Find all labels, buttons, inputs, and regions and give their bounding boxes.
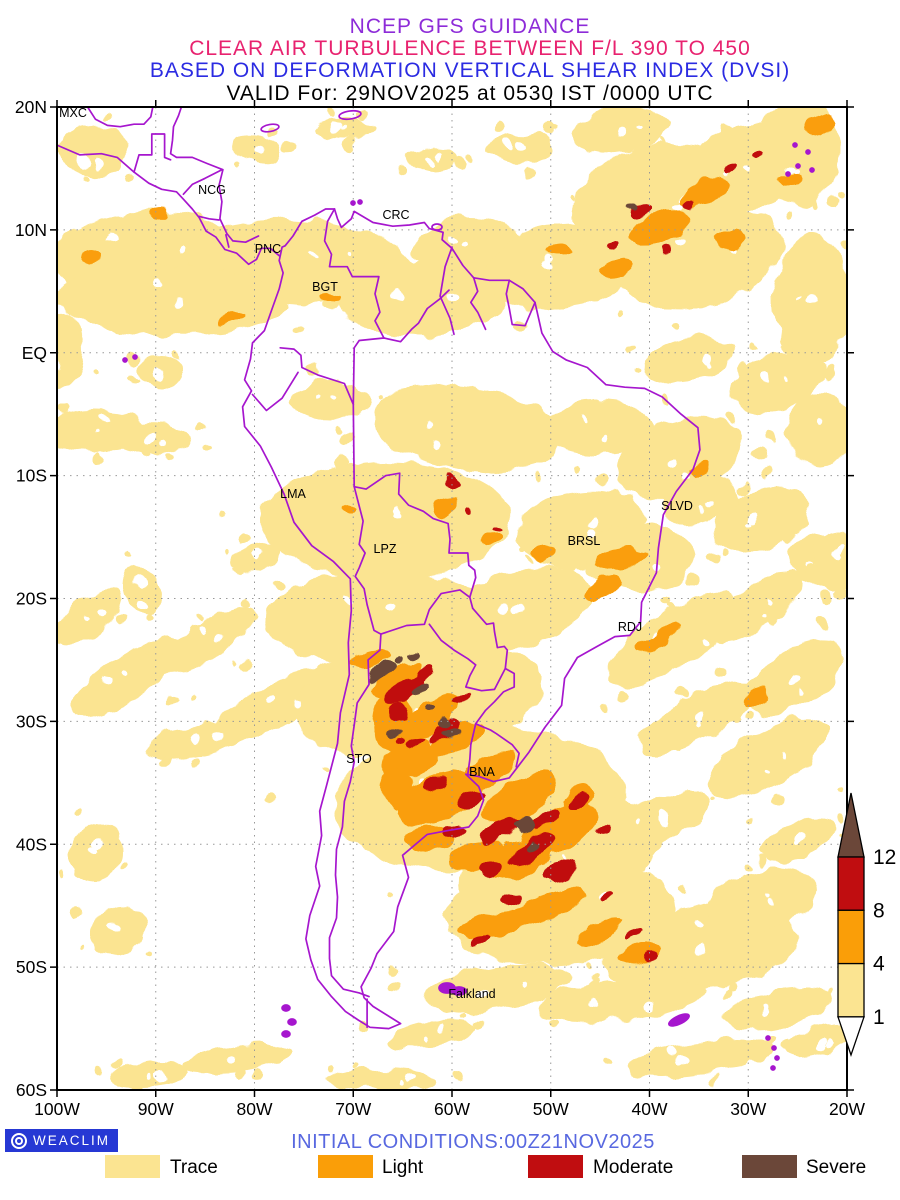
colorbar-below-min	[837, 1016, 865, 1058]
colorbar-label: 1	[873, 1006, 885, 1029]
colorbar-label: 4	[873, 953, 885, 976]
colorbar-label: 8	[873, 899, 885, 922]
colorbar-labels: 12 8 4 1	[873, 846, 896, 1029]
country-borders	[57, 107, 815, 1071]
lon-label: 40W	[632, 1099, 668, 1119]
lat-label: 20N	[15, 97, 47, 117]
colorbar-trace	[837, 962, 865, 1018]
station-label-SLVD: SLVD	[661, 499, 693, 513]
colorbar-label: 12	[873, 846, 896, 869]
weaclim-logo: WEACLIM	[5, 1129, 119, 1152]
turbulence-severe	[370, 207, 637, 851]
lon-label: 30W	[730, 1099, 766, 1119]
initial-conditions-text: INITIAL CONDITIONS:00Z21NOV2025	[291, 1131, 655, 1153]
lon-label: 50W	[533, 1099, 569, 1119]
legend-swatch-light	[318, 1155, 373, 1178]
lon-label: 20W	[829, 1099, 865, 1119]
station-label-STO: STO	[346, 752, 372, 766]
legend-label-severe: Severe	[806, 1157, 867, 1178]
lat-label: 50S	[16, 957, 47, 977]
station-label-MXC: MXC	[59, 106, 87, 120]
turbulence-trace	[57, 107, 847, 1090]
colorbar-light	[837, 909, 865, 965]
lat-label: 30S	[16, 711, 47, 731]
lon-label: 80W	[237, 1099, 273, 1119]
legend-label-light: Light	[382, 1157, 424, 1178]
legend-swatch-moderate	[528, 1155, 583, 1178]
title-model: NCEP GFS GUIDANCE	[349, 15, 591, 38]
lon-label: 70W	[335, 1099, 371, 1119]
colorbar-severe	[837, 792, 865, 858]
lat-label: 20S	[16, 589, 47, 609]
lat-label: 10S	[16, 466, 47, 486]
lat-label: EQ	[22, 343, 47, 363]
legend-label-moderate: Moderate	[593, 1157, 674, 1178]
lat-label: 60S	[16, 1080, 47, 1100]
turbulence-moderate	[385, 152, 761, 960]
lat-label: 10N	[15, 220, 47, 240]
legend-swatch-trace	[105, 1155, 160, 1178]
station-label-PNC: PNC	[255, 242, 281, 256]
logo-text: WEACLIM	[33, 1133, 111, 1148]
colorbar	[837, 792, 865, 1058]
station-labels: MXC NCG PNC CRC BGT LMA LPZ SLVD BRSL RDJ STO BNA Fa…	[59, 106, 693, 1001]
title-product: CLEAR AIR TURBULENCE BETWEEN F/L 390 TO …	[189, 37, 751, 60]
station-label-NCG: NCG	[198, 183, 226, 197]
logo-circle-icon	[11, 1132, 27, 1149]
lon-label: 100W	[34, 1099, 80, 1119]
station-label-Falkland: Falkland	[448, 987, 495, 1001]
title-method: BASED ON DEFORMATION VERTICAL SHEAR INDE…	[149, 59, 791, 82]
station-label-BRSL: BRSL	[568, 534, 601, 548]
graticule	[57, 107, 847, 1090]
station-label-RDJ: RDJ	[618, 620, 642, 634]
lon-label: 90W	[138, 1099, 174, 1119]
title-valid-time: VALID For: 29NOV2025 at 0530 IST /0000 U…	[226, 82, 714, 105]
station-label-BNA: BNA	[469, 765, 495, 779]
lon-label: 60W	[434, 1099, 470, 1119]
legend-swatch-severe	[742, 1155, 797, 1178]
lat-label: 40S	[16, 834, 47, 854]
station-label-LPZ: LPZ	[374, 542, 397, 556]
colorbar-moderate	[837, 856, 865, 911]
station-label-BGT: BGT	[312, 280, 338, 294]
turbulence-field	[57, 107, 847, 1090]
station-label-LMA: LMA	[280, 487, 306, 501]
legend-label-trace: Trace	[170, 1157, 218, 1178]
station-label-CRC: CRC	[382, 208, 409, 222]
